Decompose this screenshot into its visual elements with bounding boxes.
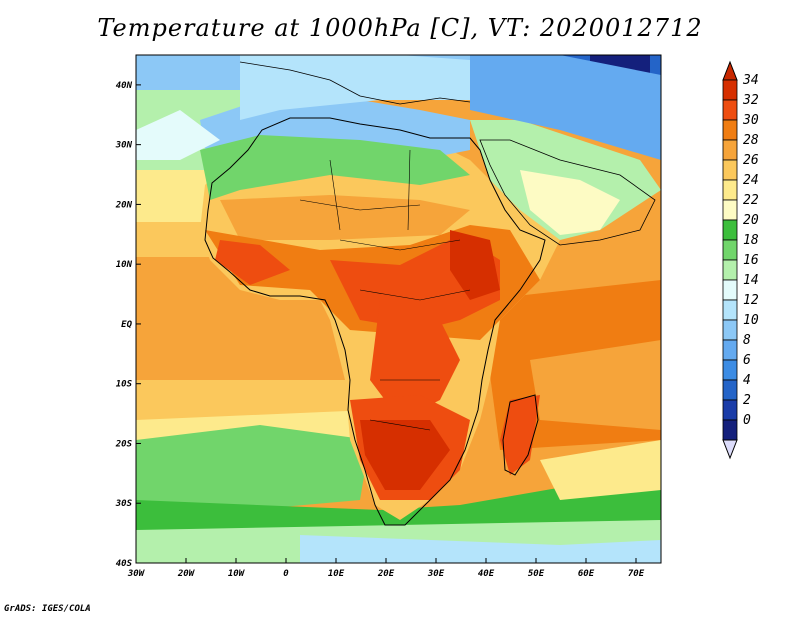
colorbar-label: 30 xyxy=(742,113,759,128)
map-field xyxy=(136,55,661,563)
colorbar-label: 8 xyxy=(743,333,751,348)
lon-tick-label: 50E xyxy=(528,569,545,579)
band-indian-south xyxy=(540,440,661,500)
middle-east-cool xyxy=(470,55,661,160)
colorbar-label: 6 xyxy=(743,353,751,368)
lon-tick-label: 60E xyxy=(578,569,595,579)
colorbar-label: 20 xyxy=(743,213,759,228)
mediterranean-coastline xyxy=(239,61,471,105)
colorbar-swatch xyxy=(722,79,738,101)
east-africa-hottest xyxy=(450,230,500,300)
lat-tick-label: EQ xyxy=(121,320,132,330)
colorbar-label: 32 xyxy=(742,93,759,108)
colorbar-swatch xyxy=(722,159,738,181)
colorbar-swatch xyxy=(722,199,738,221)
colorbar-swatch xyxy=(722,279,738,301)
lat-tick-label: 40S xyxy=(116,559,133,569)
lon-tick-label: 30E xyxy=(427,569,445,579)
colorbar-label: 0 xyxy=(743,413,751,428)
map-title: Temperature at 1000hPa [C], VT: 20200127… xyxy=(97,14,703,42)
colorbar-label: 34 xyxy=(742,73,759,88)
colorbar-label: 14 xyxy=(743,273,759,288)
lon-tick-label: 10W xyxy=(228,569,246,579)
congo-hot xyxy=(370,300,460,420)
iberia-cool xyxy=(240,55,470,120)
africa-coastline xyxy=(204,117,546,526)
colorbar-swatch xyxy=(722,99,738,121)
colorbar-swatch xyxy=(722,219,738,241)
lat-tick-label: 10N xyxy=(116,260,133,270)
lat-tick-label: 30N xyxy=(115,141,133,151)
atlantic-pale xyxy=(136,110,220,160)
colorbar-label: 4 xyxy=(743,373,751,388)
colorbar-swatch xyxy=(722,259,738,281)
lat-tick-label: 10S xyxy=(116,380,133,390)
credit-label: GrADS: IGES/COLA xyxy=(4,604,91,614)
map-frame xyxy=(135,54,662,564)
colorbar-swatch xyxy=(722,299,738,321)
colorbar-label: 18 xyxy=(743,233,759,248)
colorbar-label: 2 xyxy=(743,393,751,408)
country-borders xyxy=(299,149,471,431)
lat-tick-label: 20S xyxy=(115,439,133,449)
colorbar-swatch xyxy=(722,179,738,201)
colorbar-swatch xyxy=(722,379,738,401)
lon-tick-label: 20W xyxy=(177,569,196,579)
colorbar-label: 12 xyxy=(743,293,759,308)
colorbar-swatch xyxy=(722,419,738,441)
kalahari-hottest xyxy=(360,420,450,490)
west-africa-hot xyxy=(215,240,290,285)
longitude-axis: 30W 20W 10W 0 10E 20E 30E 40E 50E 60E 70E xyxy=(127,558,645,579)
colorbar-bottom-triangle xyxy=(722,439,738,460)
latitude-axis: 40N 30N 20N 10N EQ 10S 20S 30S 40S xyxy=(115,81,141,569)
colorbar-label: 28 xyxy=(743,133,759,148)
madagascar-hot xyxy=(500,395,540,475)
lon-tick-label: 30W xyxy=(127,569,146,579)
colorbar-label: 26 xyxy=(743,153,759,168)
colorbar-swatch xyxy=(722,339,738,361)
arabia-coastline xyxy=(479,139,656,246)
colorbar-swatch xyxy=(722,399,738,421)
lat-tick-label: 20N xyxy=(115,200,133,210)
colorbar-swatch xyxy=(722,319,738,341)
colorbar-swatch xyxy=(722,119,738,141)
lon-tick-label: 10E xyxy=(328,569,345,579)
lat-tick-label: 40N xyxy=(116,81,133,91)
lon-tick-label: 20E xyxy=(377,569,395,579)
colorbar-label: 16 xyxy=(743,253,759,268)
band-cold-south xyxy=(300,535,661,563)
lon-tick-label: 70E xyxy=(628,569,645,579)
lon-tick-label: 40E xyxy=(478,569,495,579)
colorbar-label: 22 xyxy=(743,193,759,208)
colorbar-label: 10 xyxy=(743,313,759,328)
band-indian-warm-2 xyxy=(530,340,661,430)
madagascar-coastline xyxy=(502,394,539,476)
colorbar-top-triangle xyxy=(722,60,738,81)
sahara-north xyxy=(200,135,470,200)
band-southern-ocean xyxy=(136,425,370,520)
colorbar-label: 24 xyxy=(743,173,759,188)
colorbar-swatch xyxy=(722,139,738,161)
colorbar-swatch xyxy=(722,359,738,381)
lat-tick-label: 30S xyxy=(115,499,133,509)
colorbar-swatch xyxy=(722,239,738,261)
lon-tick-label: 0 xyxy=(283,569,289,579)
arabia-interior xyxy=(520,170,620,235)
